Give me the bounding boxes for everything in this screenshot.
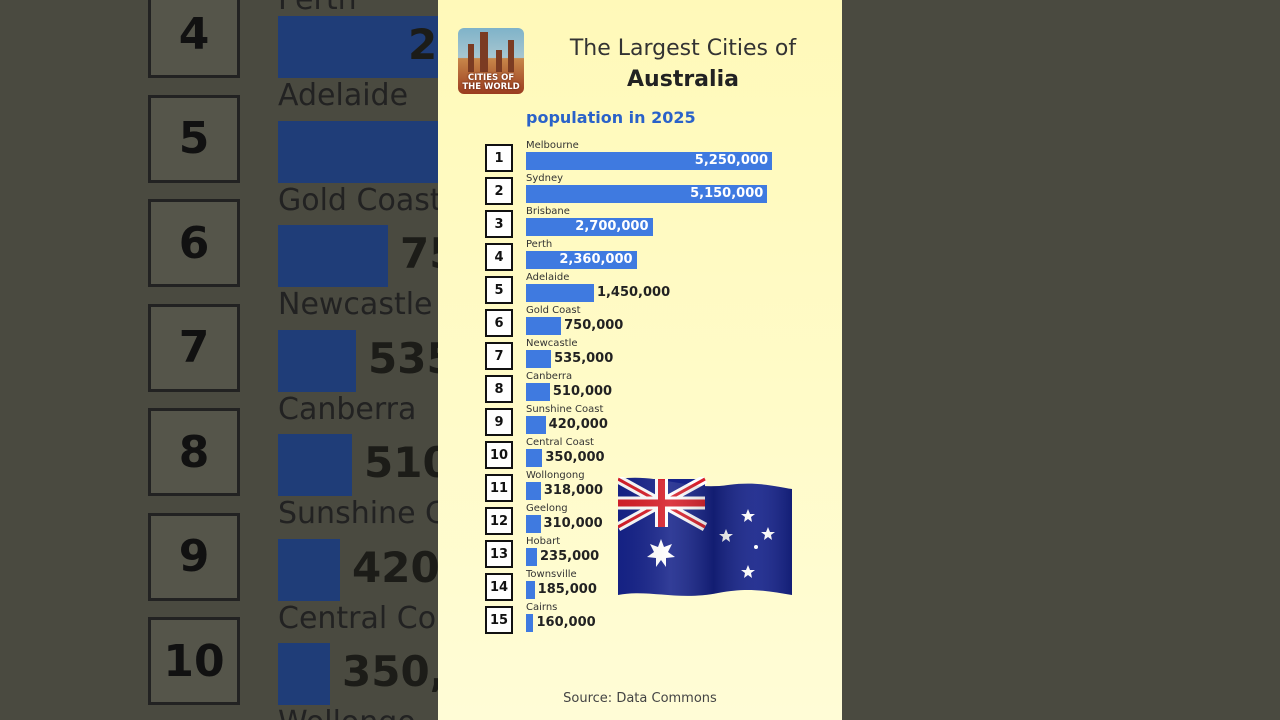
rank-box: 11 [485,474,513,502]
bar [526,383,550,401]
background-bar [278,120,438,183]
background-rank-box: 10 [148,617,240,705]
bar-value-label: 420,000 [548,417,608,432]
rank-box: 5 [485,276,513,304]
background-rank-box: 5 [148,94,240,183]
background-city-label: Gold Coast [278,182,438,218]
background-bar [278,643,330,705]
bar-value-label: 318,000 [543,483,604,498]
chart-panel: CITIES OF THE WORLD The Largest Cities o… [438,0,842,720]
city-label: Perth [526,239,553,250]
background-bar [278,16,438,78]
chart-title-line2: Australia [627,67,739,92]
rank-box: 4 [485,243,513,271]
background-city-label: Sunshine C [278,496,438,531]
background-value-label: 535 [368,333,438,383]
bar [526,317,562,335]
background-city-label: Wollongo [278,705,416,720]
bar-value-label: 5,150,000 [690,186,764,201]
rank-box: 7 [485,342,513,370]
background-city-label: Newcastle [278,287,433,322]
rank-box: 13 [485,540,513,568]
bar [526,152,772,170]
city-label: Central Coast [526,437,594,448]
bar [526,581,535,599]
rank-box: 12 [485,507,513,535]
background-city-label: Perth [278,0,357,17]
background-value-label: 350,0 [342,647,438,696]
rank-box: 10 [485,441,513,469]
cities-of-the-world-logo: CITIES OF THE WORLD [458,28,524,94]
city-label: Gold Coast [526,305,581,316]
background-rank-box: 6 [148,199,240,287]
rank-box: 2 [485,177,513,205]
city-label: Brisbane [526,206,570,217]
bar-value-label: 535,000 [554,351,614,366]
background-left-panel: 4 Perth Adelaide 2 5 Gold Coast 6 Newcastle 75 7 C… [0,0,438,720]
bar [526,482,541,500]
city-label: Adelaide [526,272,570,283]
bar-value-label: 1,450,000 [596,285,671,300]
background-value-label: 420, [352,542,438,592]
background-rank-box: 4 [148,0,240,78]
bar [526,284,594,302]
bar [526,515,541,533]
background-value-label: 510 [364,438,438,487]
background-city-label: Canberra [278,391,417,427]
bar-value-label: 510,000 [552,384,613,399]
rank-box: 14 [485,573,513,601]
city-label: Cairns [526,602,558,613]
rank-box: 1 [485,144,513,172]
rank-box: 3 [485,210,513,238]
bar-value-label: 185,000 [537,582,597,597]
bar-value-label: 2,360,000 [559,252,633,267]
chart-title-line1: The Largest Cities of [569,36,797,61]
background-bar [278,329,356,392]
bar-value-label: 2,700,000 [575,219,649,234]
bar-value-label: 310,000 [543,516,603,531]
bar [526,218,653,236]
city-label: Geelong [526,503,568,514]
city-label: Wollongong [526,470,585,481]
rank-box: 8 [485,375,513,403]
city-label: Sydney [526,173,564,184]
background-bar [278,538,340,601]
city-label: Canberra [526,371,573,382]
background-bar [278,225,388,287]
chart-subtitle: population in 2025 [526,108,696,127]
rank-box: 6 [485,309,513,337]
background-right-panel [842,0,1280,720]
logo-text-line1: CITIES OF [467,73,515,83]
bar [526,449,543,467]
bar-value-label: 350,000 [545,450,605,465]
background-bar [278,434,352,496]
bar [526,416,546,434]
city-label: Newcastle [526,338,578,349]
background-rank-box: 7 [148,303,240,392]
background-rank-box: 9 [148,512,240,601]
city-label: Townsville [526,569,577,580]
bar-value-label: 750,000 [564,318,624,333]
bar [526,185,768,203]
background-value-label: 75 [400,229,438,278]
logo-text-line2: THE WORLD [462,82,520,92]
australia-flag-icon [618,477,792,596]
source-note: Source: Data Commons [563,691,717,706]
bar [526,614,534,632]
bar [526,251,637,269]
background-city-label: Adelaide [278,78,409,113]
background-rank-box: 8 [148,408,240,496]
city-label: Sunshine Coast [526,404,604,415]
rank-box: 15 [485,606,513,634]
background-city-label: Central Coa [278,600,438,636]
bar-value-label: 5,250,000 [694,153,768,168]
bar-value-label: 160,000 [536,615,596,630]
city-label: Hobart [526,536,561,547]
bar [526,350,552,368]
background-value-label: 2 [408,20,438,69]
rank-box: 9 [485,408,513,436]
city-label: Melbourne [526,140,579,151]
bar [526,548,537,566]
bar-value-label: 235,000 [540,549,600,564]
